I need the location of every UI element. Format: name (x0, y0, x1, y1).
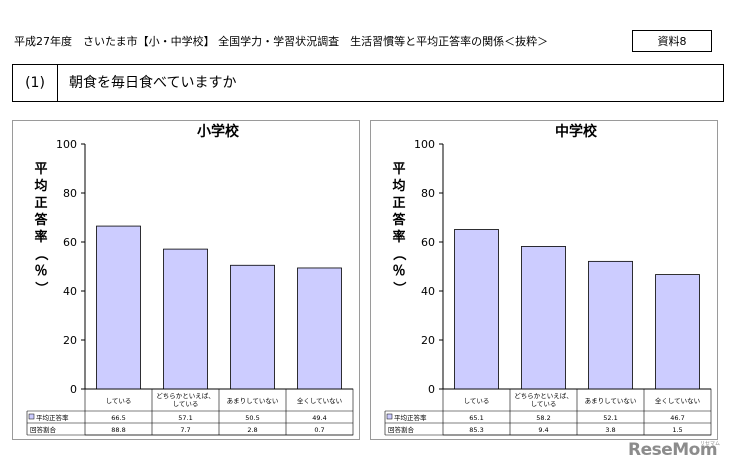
chart-title: 中学校 (555, 123, 598, 140)
legend-swatch (28, 413, 35, 420)
y-axis-label-char: 答 (392, 212, 406, 228)
data-table-row-label: 回答割合 (388, 425, 415, 434)
data-table-row-label: 回答割合 (30, 425, 57, 434)
y-tick-label: 100 (56, 138, 77, 151)
chart-panel-elementary: 小学校平均正答率（％） 0 20 40 60 80 100 している どちらかといえば、 している… (12, 120, 360, 440)
chart-elementary: 小学校平均正答率（％）020406080100しているどちらかといえば、している… (26, 123, 354, 436)
bar (163, 248, 208, 390)
data-table-row-label: 平均正答率 (36, 413, 69, 422)
y-axis-label-char: 率 (34, 229, 47, 245)
chart-junior-high: 中学校平均正答率（％）020406080100しているどちらかといえば、している… (384, 123, 712, 436)
y-axis-label-char: （ (33, 247, 49, 260)
category-label: 全くしていない (655, 396, 700, 405)
y-tick-label: 80 (63, 187, 77, 200)
data-table-cell: 50.5 (245, 414, 259, 422)
data-table-cell: 9.4 (538, 426, 548, 434)
y-axis-label-char: ） (33, 281, 49, 294)
data-table-cell: 2.8 (247, 426, 257, 434)
y-tick-label: 40 (421, 285, 435, 298)
y-tick-label: 60 (421, 236, 435, 249)
reference-label: 資料8 (632, 30, 712, 52)
chart-title: 小学校 (197, 123, 240, 140)
data-table-cell: 65.1 (469, 414, 483, 422)
y-tick-label: 0 (428, 383, 435, 396)
bar (655, 274, 700, 390)
question-number: (1) (13, 65, 58, 101)
y-tick-label: 20 (421, 334, 435, 347)
y-tick-label: 20 (63, 334, 77, 347)
y-axis-label-char: 正 (34, 196, 47, 211)
data-table-cell: 58.2 (536, 414, 550, 422)
y-axis-label-char: ％ (392, 264, 405, 279)
category-label: している (173, 400, 199, 408)
category-label: している (464, 397, 490, 405)
y-tick-label: 0 (70, 383, 77, 396)
bar (230, 264, 275, 390)
category-label: どちらかといえば、 (514, 391, 573, 400)
y-axis-label-char: 正 (392, 196, 405, 211)
y-axis-label-char: 平 (34, 162, 47, 177)
data-table-cell: 66.5 (111, 414, 125, 422)
chart-panel-junior-high: 中学校平均正答率（％） 0 20 40 60 80 100 している どちらかといえば、 している… (370, 120, 718, 440)
data-table-row-label: 平均正答率 (394, 413, 427, 422)
data-table-cell: 57.1 (178, 414, 192, 422)
data-table-cell: 85.3 (469, 426, 483, 434)
legend-swatch (386, 413, 393, 420)
y-axis-label-char: ％ (34, 264, 47, 279)
y-axis-label-char: 率 (392, 229, 405, 245)
resemom-logo: ReseMom (628, 440, 718, 460)
y-axis-label-char: （ (391, 247, 407, 260)
y-axis-label-char: ） (391, 281, 407, 294)
question-box: (1) 朝食を毎日食べていますか (12, 64, 724, 102)
data-table-cell: 52.1 (603, 414, 617, 422)
y-tick-label: 40 (63, 285, 77, 298)
y-axis-label-char: 答 (34, 212, 48, 228)
category-label: している (531, 400, 557, 408)
y-tick-label: 80 (421, 187, 435, 200)
category-label: どちらかといえば、 (156, 391, 215, 400)
data-table-cell: 46.7 (670, 414, 684, 422)
y-axis-label-char: 均 (34, 178, 47, 194)
bar (96, 225, 141, 390)
bar (454, 229, 499, 390)
data-table-cell: 1.5 (672, 426, 682, 434)
category-label: あまりしていない (585, 397, 637, 405)
bar (297, 267, 342, 390)
y-tick-label: 60 (63, 236, 77, 249)
category-label: あまりしていない (227, 397, 279, 405)
data-table-cell: 0.7 (314, 426, 324, 434)
category-label: 全くしていない (297, 396, 342, 405)
y-axis-label-char: 平 (392, 162, 405, 177)
data-table-cell: 49.4 (312, 414, 326, 422)
y-axis-label-char: 均 (392, 178, 405, 194)
data-table-cell: 3.8 (605, 426, 615, 434)
data-table-cell: 7.7 (180, 426, 190, 434)
category-label: している (106, 397, 132, 405)
document-title: 平成27年度 さいたま市【小・中学校】 全国学力・学習状況調査 生活習慣等と平均… (14, 35, 549, 48)
data-table-cell: 88.8 (111, 426, 125, 434)
bar (521, 246, 566, 390)
question-text: 朝食を毎日食べていますか (69, 75, 237, 91)
bar (588, 260, 633, 390)
y-tick-label: 100 (414, 138, 435, 151)
resemom-logo-sub: リセマム (700, 441, 721, 447)
